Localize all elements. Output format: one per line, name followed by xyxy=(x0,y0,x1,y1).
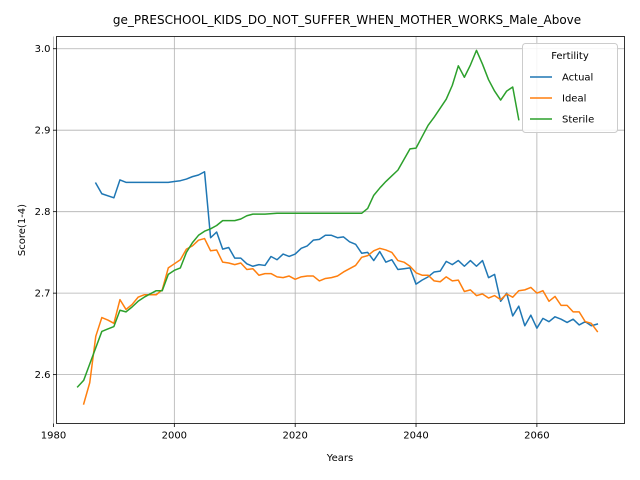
legend-title: Fertility xyxy=(551,51,589,62)
series-line-ideal xyxy=(82,237,599,405)
chart-title: ge_PRESCHOOL_KIDS_DO_NOT_SUFFER_WHEN_MOT… xyxy=(113,13,581,27)
series-line-sterile xyxy=(76,49,520,388)
legend-entries: Actual Ideal Sterile xyxy=(530,73,594,126)
legend-label-ideal: Ideal xyxy=(562,94,586,105)
y-tick-label: 2.8 xyxy=(35,207,51,218)
x-tick-label: 2000 xyxy=(162,431,187,442)
legend-label-sterile: Sterile xyxy=(562,115,594,126)
y-axis-label: Score(1-4) xyxy=(17,204,28,256)
y-tick-label: 2.9 xyxy=(35,126,51,137)
tick-layer: 1980 2000 2020 2040 2060 2.6 2.7 2.8 2.9 3.0 xyxy=(35,44,550,441)
x-tick-label: 2060 xyxy=(524,431,549,442)
plot-frame xyxy=(56,36,625,424)
series-line-actual xyxy=(94,171,599,329)
x-tick-label: 2040 xyxy=(403,431,428,442)
legend: Fertility Actual Ideal Sterile xyxy=(522,43,618,133)
series-layer xyxy=(76,49,599,405)
y-tick-label: 2.7 xyxy=(35,289,51,300)
legend-box xyxy=(522,43,618,133)
x-tick-label: 1980 xyxy=(41,431,66,442)
y-tick-label: 2.6 xyxy=(35,370,51,381)
x-tick-label: 2020 xyxy=(282,431,307,442)
x-axis-label: Years xyxy=(326,453,353,464)
y-tick-label: 3.0 xyxy=(35,44,51,55)
legend-label-actual: Actual xyxy=(562,73,593,84)
